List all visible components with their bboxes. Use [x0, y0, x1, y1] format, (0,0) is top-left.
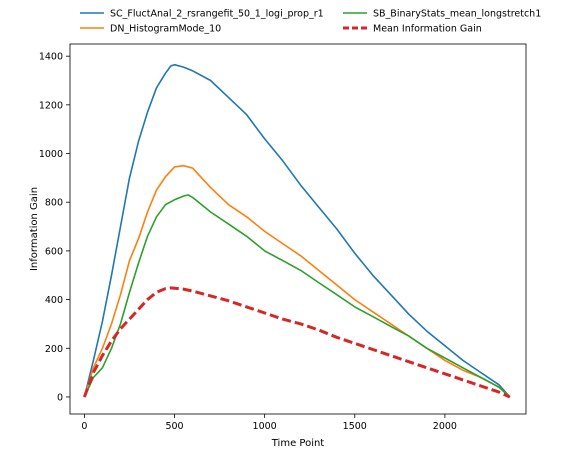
x-tick-label: 1000 [253, 421, 277, 432]
x-tick-label: 0 [81, 421, 87, 432]
y-tick-label: 400 [45, 295, 63, 306]
y-tick-label: 1400 [39, 52, 63, 63]
y-tick-label: 1200 [39, 100, 63, 111]
plot-frame [69, 43, 527, 415]
y-tick-label: 0 [57, 392, 63, 403]
legend-label-1: SC_FluctAnal_2_rsrangefit_50_1_logi_prop… [110, 9, 324, 20]
series-line-3 [83, 194, 511, 398]
legend-label-2: DN_HistogramMode_10 [110, 24, 221, 35]
plot-area: 0 500 1000 1500 2000 0 200 400 600 800 1000 1200 14… [39, 43, 527, 432]
series-line-4 [82, 286, 511, 399]
legend: SC_FluctAnal_2_rsrangefit_50_1_logi_prop… [80, 9, 541, 35]
y-axis-ticks: 0 200 400 600 800 1000 1200 1400 [39, 52, 70, 403]
legend-label-4: Mean Information Gain [373, 24, 482, 35]
series-lines [82, 63, 511, 399]
x-tick-label: 1500 [343, 421, 367, 432]
y-tick-label: 200 [45, 344, 63, 355]
series-line-1 [83, 63, 511, 398]
y-axis-label: Information Gain [29, 187, 40, 271]
y-tick-label: 1000 [39, 149, 63, 160]
y-tick-label: 800 [45, 198, 63, 209]
y-tick-label: 600 [45, 246, 63, 257]
x-axis-ticks: 0 500 1000 1500 2000 [81, 414, 457, 432]
legend-label-3: SB_BinaryStats_mean_longstretch1 [373, 9, 541, 20]
x-axis-label: Time Point [271, 438, 325, 449]
x-tick-label: 500 [165, 421, 183, 432]
series-line-2 [83, 164, 511, 398]
x-tick-label: 2000 [433, 421, 457, 432]
